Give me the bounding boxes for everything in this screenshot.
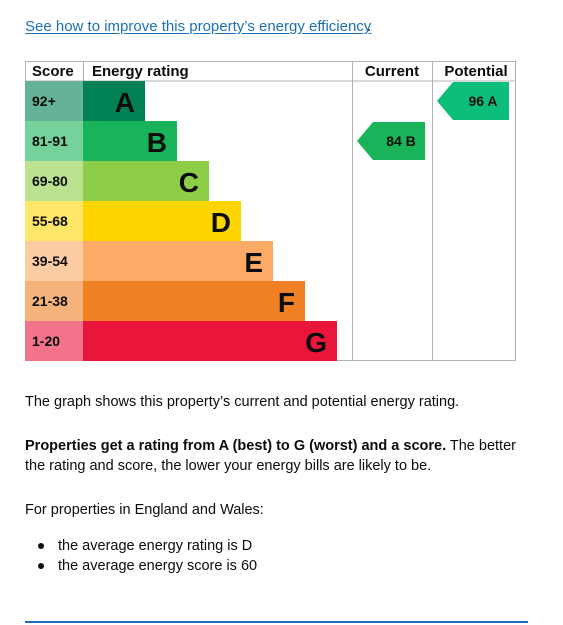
band-range-b: 81-91 bbox=[32, 133, 68, 149]
energy-rating-chart: Score Energy rating Current Potential 92+ A 81… bbox=[25, 61, 516, 361]
rating-explanation: Properties get a rating from A (best) to… bbox=[25, 436, 525, 476]
bullet-dot bbox=[38, 563, 44, 569]
band-score-e bbox=[25, 241, 83, 281]
band-bar-d bbox=[83, 201, 241, 241]
band-letter-d: D bbox=[211, 207, 231, 238]
current-rating-arrow bbox=[357, 122, 425, 160]
header-potential: Potential bbox=[444, 63, 507, 80]
band-score-g bbox=[25, 321, 83, 361]
header-energy-rating: Energy rating bbox=[92, 63, 189, 80]
band-range-c: 69-80 bbox=[32, 173, 68, 189]
average-score-text: the average energy score is 60 bbox=[58, 558, 258, 574]
header-current: Current bbox=[365, 63, 419, 80]
list-item: the average energy rating is D bbox=[25, 536, 257, 556]
improve-efficiency-link[interactable]: See how to improve this property’s energ… bbox=[25, 18, 371, 35]
band-bar-g bbox=[83, 321, 337, 361]
section-divider bbox=[25, 621, 528, 623]
energy-rating-svg: Score Energy rating Current Potential 92+ A 81… bbox=[25, 61, 516, 361]
list-item: the average energy score is 60 bbox=[25, 556, 257, 576]
band-bar-b bbox=[83, 121, 177, 161]
current-rating-label: 84 B bbox=[386, 133, 416, 149]
band-bar-f bbox=[83, 281, 305, 321]
potential-rating-label: 96 A bbox=[468, 93, 497, 109]
bullet-dot bbox=[38, 543, 44, 549]
band-score-f bbox=[25, 281, 83, 321]
band-bar-a bbox=[83, 81, 145, 121]
band-range-g: 1-20 bbox=[32, 333, 60, 349]
potential-rating-arrow bbox=[437, 82, 509, 120]
header-score: Score bbox=[32, 63, 74, 80]
band-score-d bbox=[25, 201, 83, 241]
band-range-f: 21-38 bbox=[32, 293, 68, 309]
graph-description: The graph shows this property’s current … bbox=[25, 394, 460, 410]
band-score-b bbox=[25, 121, 83, 161]
rating-explanation-rest: The better the rating and score, the low… bbox=[25, 438, 516, 474]
band-range-d: 55-68 bbox=[32, 213, 68, 229]
band-range-a: 92+ bbox=[32, 93, 56, 109]
band-bar-c bbox=[83, 161, 209, 201]
rating-explanation-bold: Properties get a rating from A (best) to… bbox=[25, 438, 447, 454]
band-letter-a: A bbox=[115, 87, 135, 118]
band-letter-e: E bbox=[244, 247, 263, 278]
england-wales-intro: For properties in England and Wales: bbox=[25, 502, 264, 518]
band-score-a bbox=[25, 81, 83, 121]
band-bar-e bbox=[83, 241, 273, 281]
band-score-c bbox=[25, 161, 83, 201]
band-letter-b: B bbox=[147, 127, 167, 158]
band-letter-g: G bbox=[305, 327, 327, 358]
link-trailing-period: . bbox=[367, 18, 372, 35]
band-letter-f: F bbox=[278, 287, 295, 318]
average-list: the average energy rating is D the avera… bbox=[25, 536, 257, 576]
improve-efficiency-link-text[interactable]: See how to improve this property’s energ… bbox=[25, 18, 372, 35]
average-rating-text: the average energy rating is D bbox=[58, 538, 253, 554]
band-range-e: 39-54 bbox=[32, 253, 68, 269]
band-letter-c: C bbox=[179, 167, 199, 198]
